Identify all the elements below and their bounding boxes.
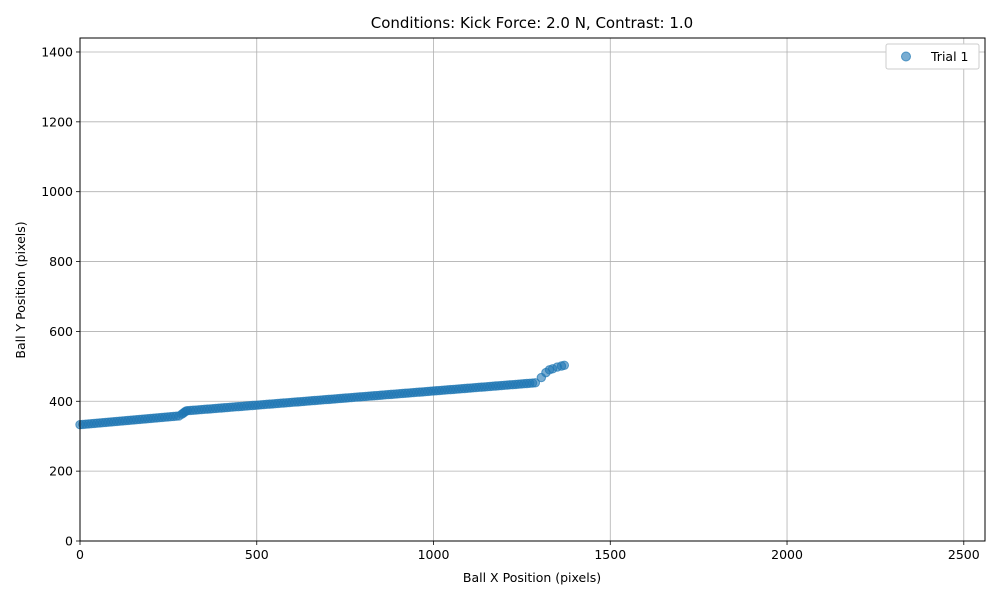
plot-frame (79, 37, 986, 542)
x-tick-label: 1500 (594, 547, 626, 562)
y-tick-label: 600 (49, 324, 73, 339)
y-tick-label: 1400 (41, 44, 73, 59)
legend: Trial 1 (885, 43, 980, 70)
x-tick-label: 2500 (948, 547, 980, 562)
y-tick-label: 200 (49, 464, 73, 479)
y-tick-label: 1200 (41, 114, 73, 129)
grid-lines (79, 38, 985, 542)
y-tick-label: 800 (49, 254, 73, 269)
y-tick-label: 400 (49, 394, 73, 409)
data-points (75, 360, 570, 430)
y-axis-label: Ball Y Position (pixels) (13, 221, 28, 358)
y-tick-label: 1000 (41, 184, 73, 199)
x-tick-label: 500 (245, 547, 269, 562)
legend-label-trial-1: Trial 1 (930, 49, 968, 64)
y-tick-label: 0 (65, 534, 73, 549)
x-tick-label: 2000 (771, 547, 803, 562)
legend-box (885, 43, 980, 70)
data-point (530, 378, 541, 388)
chart-title: Conditions: Kick Force: 2.0 N, Contrast:… (371, 14, 693, 32)
data-point (559, 360, 570, 370)
axis-ticks: 0 500 1000 1500 2000 2500 0 200 400 600 800 1000 120… (41, 44, 980, 562)
x-tick-label: 1000 (418, 547, 450, 562)
x-tick-label: 0 (76, 547, 84, 562)
legend-marker (901, 51, 911, 62)
x-axis-label: Ball X Position (pixels) (463, 570, 601, 585)
